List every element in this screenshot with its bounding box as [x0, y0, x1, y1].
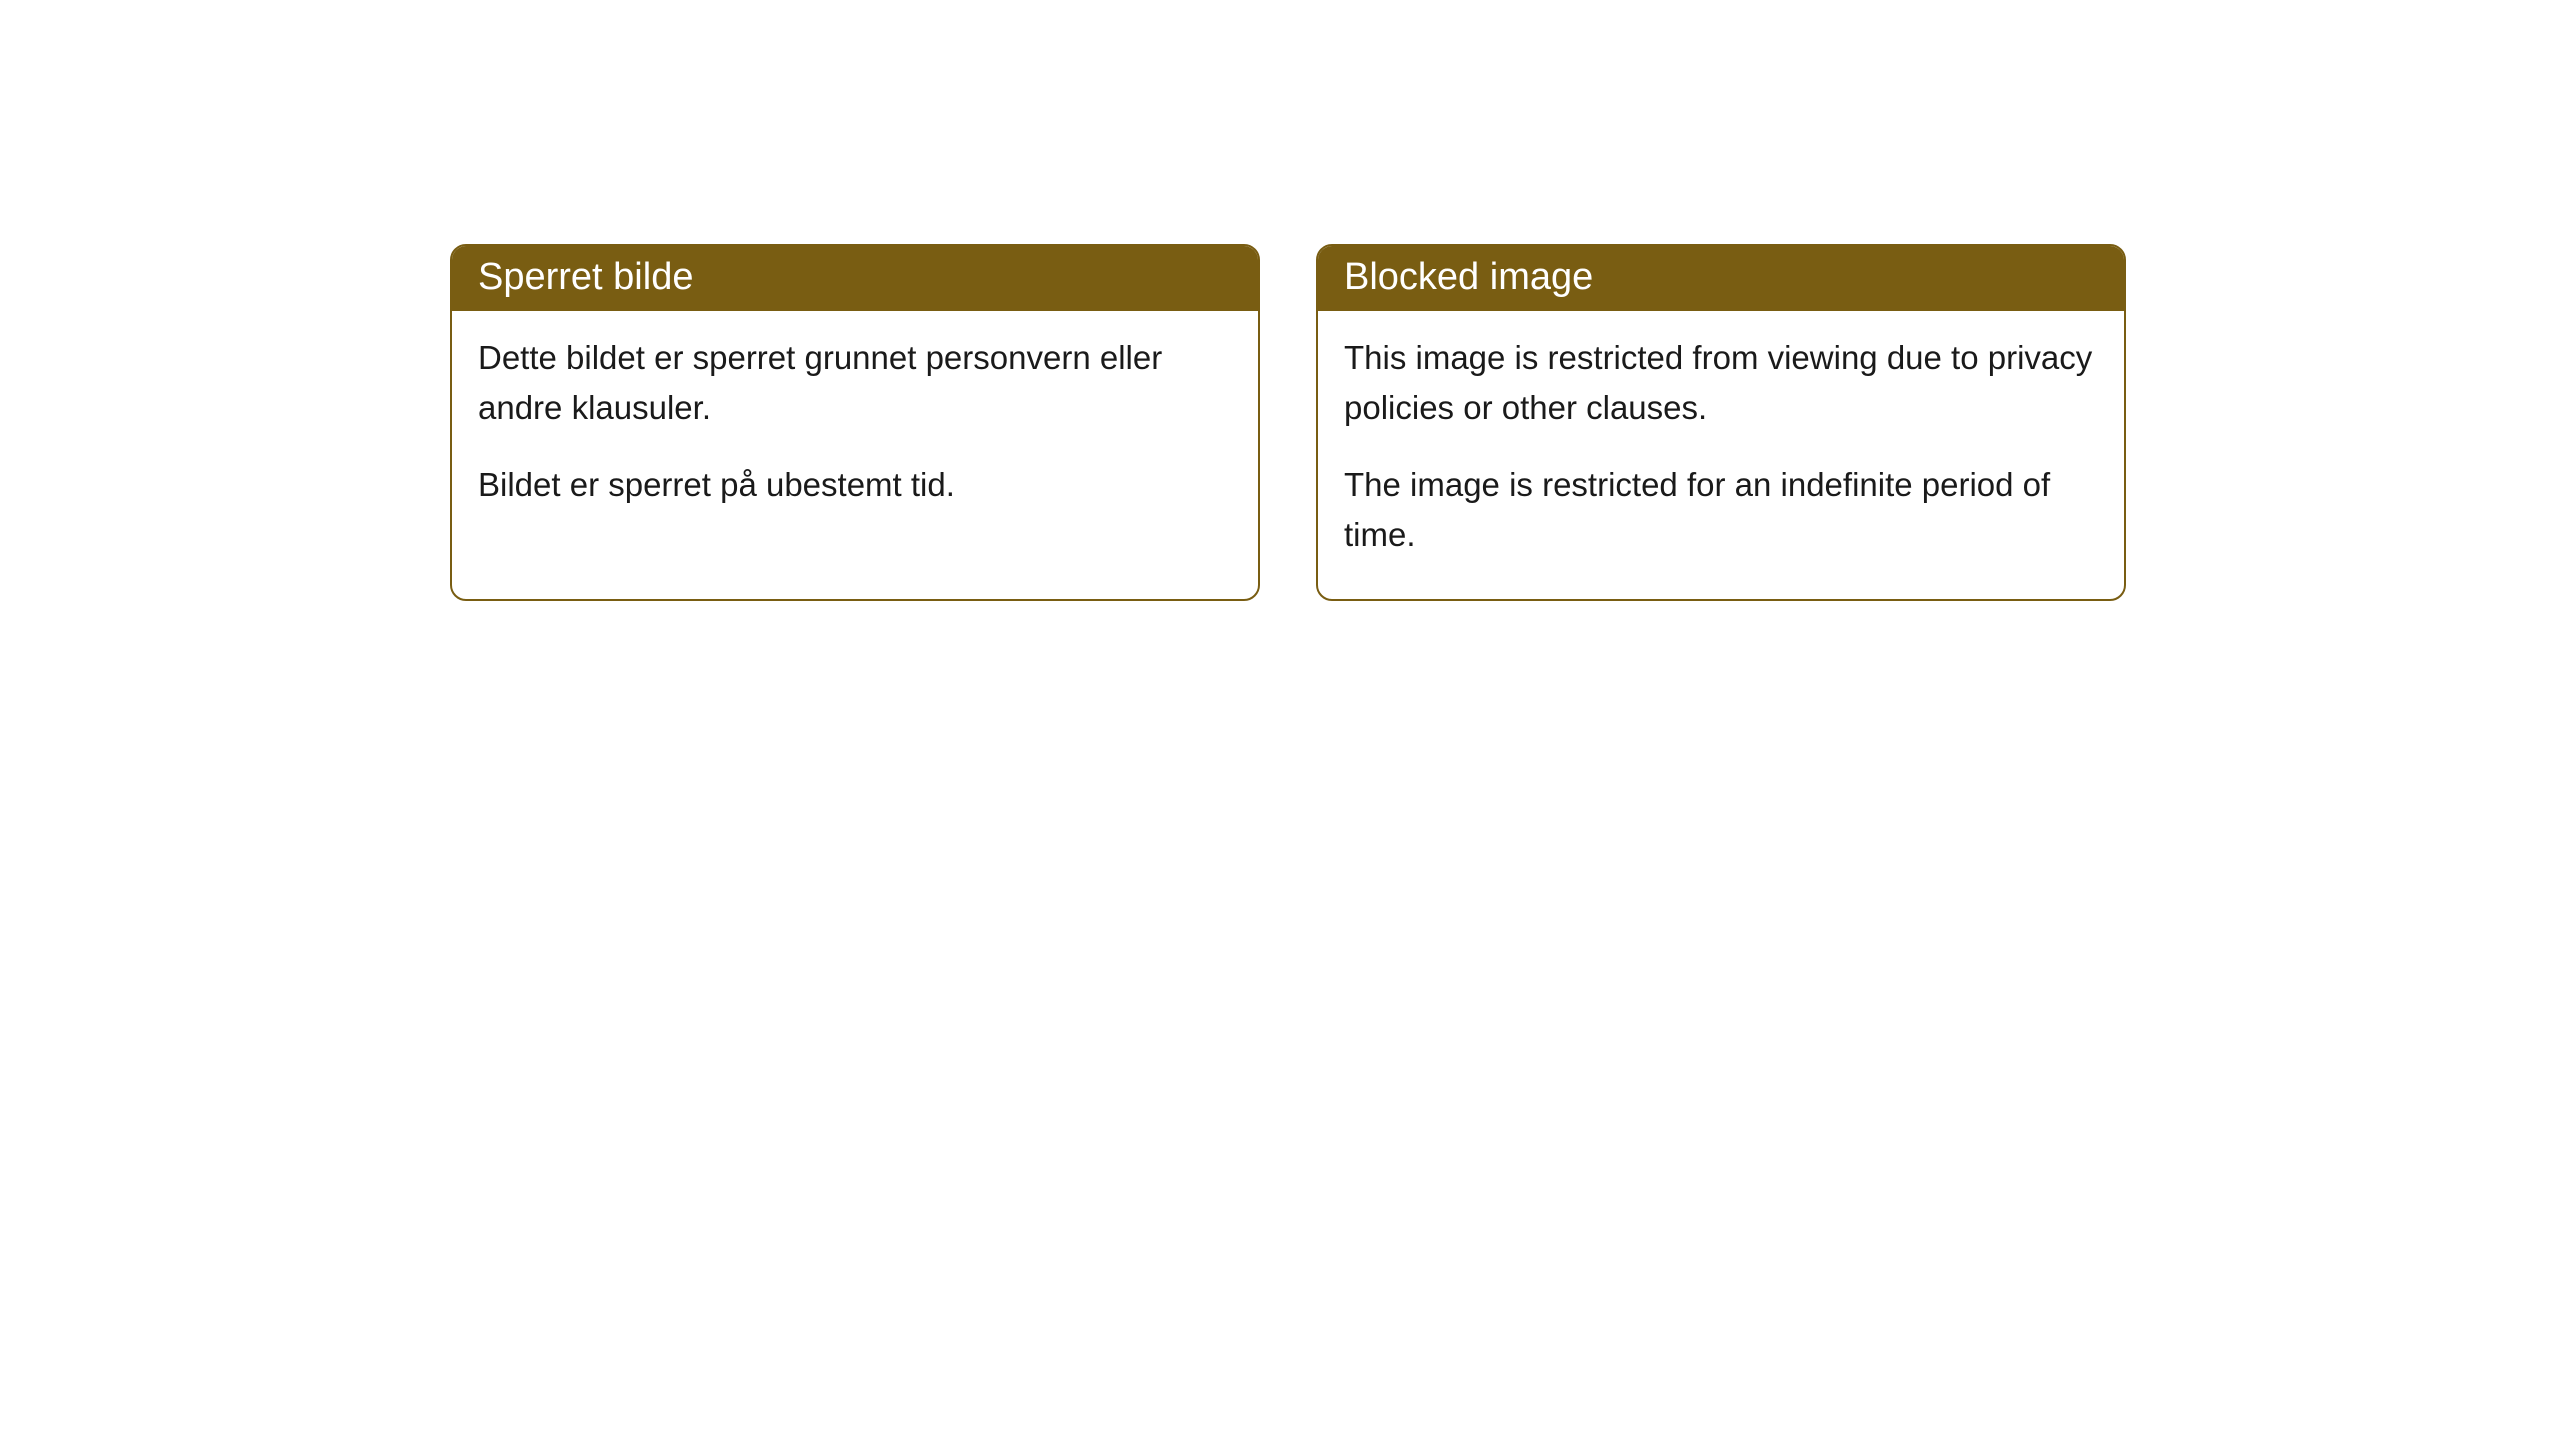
card-paragraph-2: Bildet er sperret på ubestemt tid. — [478, 460, 1232, 510]
blocked-image-card-norwegian: Sperret bilde Dette bildet er sperret gr… — [450, 244, 1260, 601]
card-body: Dette bildet er sperret grunnet personve… — [452, 311, 1258, 550]
card-paragraph-2: The image is restricted for an indefinit… — [1344, 460, 2098, 559]
card-header: Sperret bilde — [452, 246, 1258, 311]
card-paragraph-1: Dette bildet er sperret grunnet personve… — [478, 333, 1232, 432]
cards-container: Sperret bilde Dette bildet er sperret gr… — [450, 244, 2126, 601]
card-paragraph-1: This image is restricted from viewing du… — [1344, 333, 2098, 432]
card-header: Blocked image — [1318, 246, 2124, 311]
blocked-image-card-english: Blocked image This image is restricted f… — [1316, 244, 2126, 601]
card-body: This image is restricted from viewing du… — [1318, 311, 2124, 599]
